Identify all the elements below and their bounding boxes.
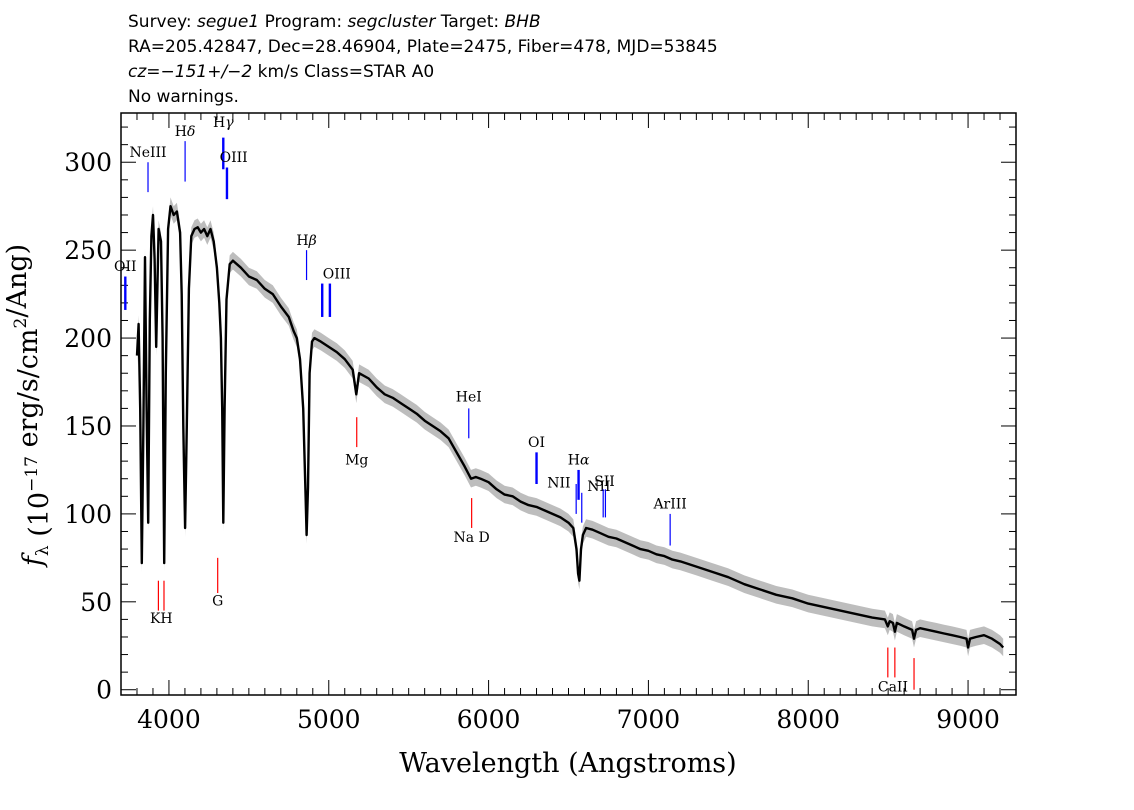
header-line-1: Survey: segue1 Program: segcluster Targe…	[128, 11, 541, 33]
axis-ticks: 4000 5000 6000 7000 8000 9000 0 50 100 150 200 250 3…	[64, 113, 1017, 734]
y-tick-label: 0	[96, 676, 112, 705]
line-label: G	[212, 593, 223, 609]
y-tick-label: 250	[64, 236, 112, 265]
header-line-2: RA=205.42847, Dec=28.46904, Plate=2475, …	[128, 37, 718, 57]
line-label: NII	[587, 479, 610, 495]
y-tick-label: 50	[80, 588, 112, 617]
x-tick-label: 8000	[776, 705, 840, 734]
x-tick-label: 6000	[457, 705, 521, 734]
y-tick-label: 150	[64, 412, 112, 441]
class-text: km/s Class=STAR A0	[252, 62, 435, 82]
line-label: HeI	[456, 389, 482, 405]
y-tick-label: 100	[64, 500, 112, 529]
x-tick-label: 4000	[137, 705, 201, 734]
line-label: Hγ	[213, 115, 234, 131]
line-label: NII	[547, 476, 570, 492]
line-label: OI	[528, 435, 545, 451]
plot-frame	[120, 112, 1017, 696]
spectral-line-markers: NeIIIHδHγOIIIOIIHβOIIIHeIOINIIHαNIISIIAr…	[114, 115, 915, 695]
redshift-value: cz=−151+/−2	[128, 62, 253, 82]
spectrum-plot	[135, 197, 1005, 657]
program-value: segcluster	[347, 12, 436, 32]
line-label: Hδ	[175, 124, 196, 140]
x-tick-label: 9000	[936, 705, 1000, 734]
x-tick-label: 7000	[617, 705, 681, 734]
header-line-4: No warnings.	[128, 87, 239, 107]
line-label: NeIII	[129, 145, 166, 161]
y-tick-label: 200	[64, 324, 112, 353]
spectrum-line	[135, 205, 1005, 649]
program-label: Program:	[259, 12, 348, 32]
x-axis-label: Wavelength (Angstroms)	[399, 748, 736, 779]
y-tick-label: 300	[64, 148, 112, 177]
line-label: OII	[114, 259, 137, 275]
line-label: Hα	[568, 453, 590, 469]
line-label: OIII	[323, 266, 351, 282]
target-value: BHB	[504, 12, 541, 32]
line-label: SII	[594, 474, 615, 490]
header-line-3: cz=−151+/−2 km/s Class=STAR A0	[128, 61, 434, 83]
survey-value: segue1	[197, 12, 260, 32]
line-label: Mg	[345, 453, 368, 469]
line-label: CaII	[878, 679, 908, 695]
y-axis-label: fλ (10−17 erg/s/cm2/Ang)	[2, 244, 55, 568]
line-label: Na D	[454, 530, 490, 546]
line-label: ArIII	[652, 497, 686, 513]
target-label: Target:	[435, 12, 505, 32]
line-label: KH	[150, 611, 173, 627]
error-band	[137, 197, 1004, 657]
line-label: Hβ	[296, 233, 316, 249]
x-tick-label: 5000	[297, 705, 361, 734]
line-label: OIII	[220, 150, 248, 166]
survey-label: Survey:	[128, 12, 198, 32]
